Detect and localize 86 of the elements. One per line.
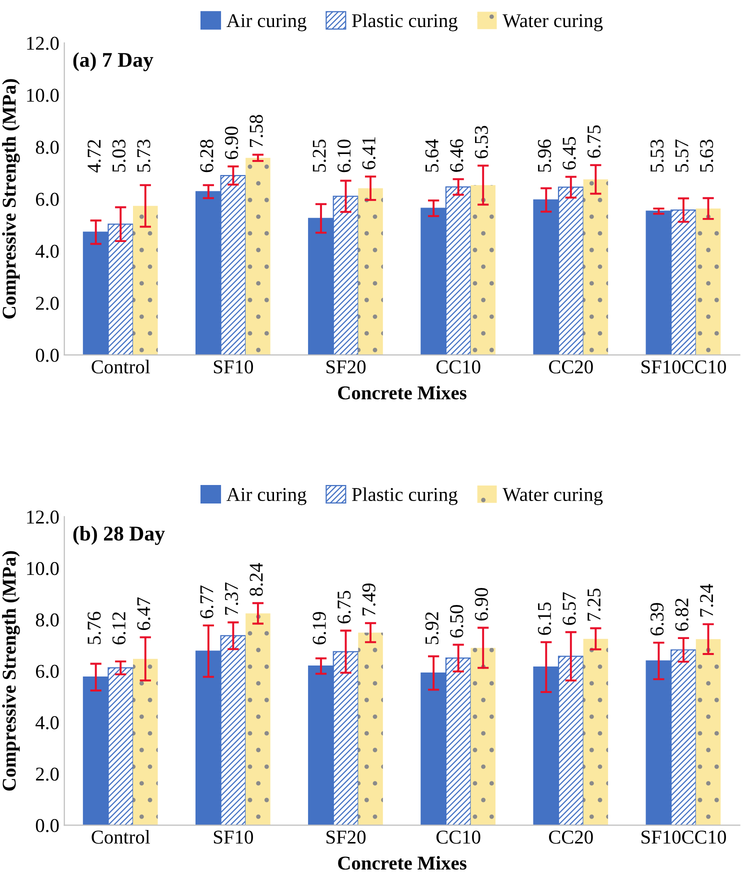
y-tick-label: 4.0 xyxy=(36,244,59,258)
x-tick-label: SF20 xyxy=(326,830,366,844)
data-label: 6.15 xyxy=(538,602,552,635)
y-axis-title: Compressive Strength (MPa) xyxy=(2,79,20,319)
y-tick-label: 6.0 xyxy=(36,192,59,206)
annotation: (a) 7 Day xyxy=(73,52,154,72)
legend-label: Air curing xyxy=(226,14,306,32)
data-label: 6.90 xyxy=(224,126,238,160)
y-tick-label: 2.0 xyxy=(36,296,59,310)
y-tick-label: 0.0 xyxy=(36,348,59,362)
x-tick-label: SF10CC10 xyxy=(642,830,726,844)
data-label: 7.49 xyxy=(362,583,376,616)
x-tick-label: Control xyxy=(92,830,150,844)
data-label: 5.25 xyxy=(312,140,326,172)
x-tick-label: Control xyxy=(92,360,150,374)
data-label: 6.39 xyxy=(650,603,664,636)
x-axis-title: Concrete Mixes xyxy=(338,856,466,870)
bar xyxy=(696,208,721,355)
data-label: 5.03 xyxy=(112,140,126,172)
legend-label: Plastic curing xyxy=(352,487,458,506)
x-tick-label: SF10 xyxy=(214,830,253,844)
y-tick-label: 12.0 xyxy=(27,510,59,524)
legend-label: Water curing xyxy=(502,488,603,506)
data-label: 6.12 xyxy=(112,612,126,644)
x-tick-label: CC20 xyxy=(549,360,593,374)
data-label: 6.75 xyxy=(338,590,351,624)
data-label: 6.19 xyxy=(312,612,326,644)
data-label: 6.10 xyxy=(338,140,351,172)
bar xyxy=(133,206,158,355)
x-tick-label: SF10CC10 xyxy=(642,360,726,374)
data-label: 6.77 xyxy=(200,586,214,618)
data-label: 6.47 xyxy=(137,597,150,630)
data-label: 7.37 xyxy=(224,582,238,615)
bar xyxy=(583,638,608,826)
data-label: 8.24 xyxy=(250,562,263,596)
y-tick-label: 10.0 xyxy=(27,88,59,102)
data-label: 4.72 xyxy=(88,140,101,173)
data-label: 6.50 xyxy=(450,605,464,638)
data-label: 5.76 xyxy=(88,612,101,644)
y-axis-title: Compressive Strength (MPa) xyxy=(2,551,20,791)
data-label: 5.73 xyxy=(137,140,150,172)
data-label: 6.41 xyxy=(362,137,376,170)
x-tick-label: CC20 xyxy=(549,830,593,844)
data-label: 5.57 xyxy=(675,139,688,172)
bar xyxy=(246,158,270,355)
legend-label: Plastic curing xyxy=(352,14,458,32)
legend-label: Water curing xyxy=(502,14,603,32)
y-tick-label: 8.0 xyxy=(36,140,59,154)
y-tick-label: 4.0 xyxy=(36,716,59,730)
x-axis-title: Concrete Mixes xyxy=(338,386,466,400)
legend-label: Air curing xyxy=(226,488,306,506)
bar xyxy=(696,639,721,826)
data-label: 7.24 xyxy=(700,584,714,616)
data-label: 5.53 xyxy=(650,140,664,172)
data-label: 5.63 xyxy=(700,140,714,172)
data-label: 7.25 xyxy=(587,588,601,621)
data-label: 6.46 xyxy=(450,139,464,172)
data-label: 6.90 xyxy=(474,588,488,621)
bar xyxy=(470,185,496,355)
bar xyxy=(246,613,270,826)
y-tick-label: 12.0 xyxy=(27,36,59,50)
data-label: 6.82 xyxy=(675,598,688,631)
bar xyxy=(358,188,383,355)
bar xyxy=(470,648,496,826)
x-tick-label: CC10 xyxy=(436,360,480,374)
data-label: 6.75 xyxy=(587,125,601,158)
data-label: 6.53 xyxy=(474,126,488,158)
data-label: 6.45 xyxy=(562,137,576,170)
x-tick-label: SF10 xyxy=(214,360,253,374)
annotation: (b) 28 Day xyxy=(73,526,165,545)
x-tick-label: CC10 xyxy=(436,830,480,844)
data-label: 5.64 xyxy=(425,139,439,172)
data-label: 6.28 xyxy=(200,140,214,172)
data-label: 7.58 xyxy=(250,114,263,147)
bar xyxy=(583,179,608,355)
data-label: 5.96 xyxy=(538,139,552,172)
x-tick-label: SF20 xyxy=(326,360,366,374)
y-tick-label: 2.0 xyxy=(36,768,59,781)
y-tick-label: 10.0 xyxy=(27,562,59,576)
data-label: 6.57 xyxy=(562,592,576,625)
bar xyxy=(133,658,158,826)
y-tick-label: 8.0 xyxy=(36,613,59,627)
data-label: 5.92 xyxy=(425,612,439,644)
bar xyxy=(358,632,383,826)
y-tick-label: 6.0 xyxy=(36,664,59,678)
y-tick-label: 0.0 xyxy=(36,818,59,832)
